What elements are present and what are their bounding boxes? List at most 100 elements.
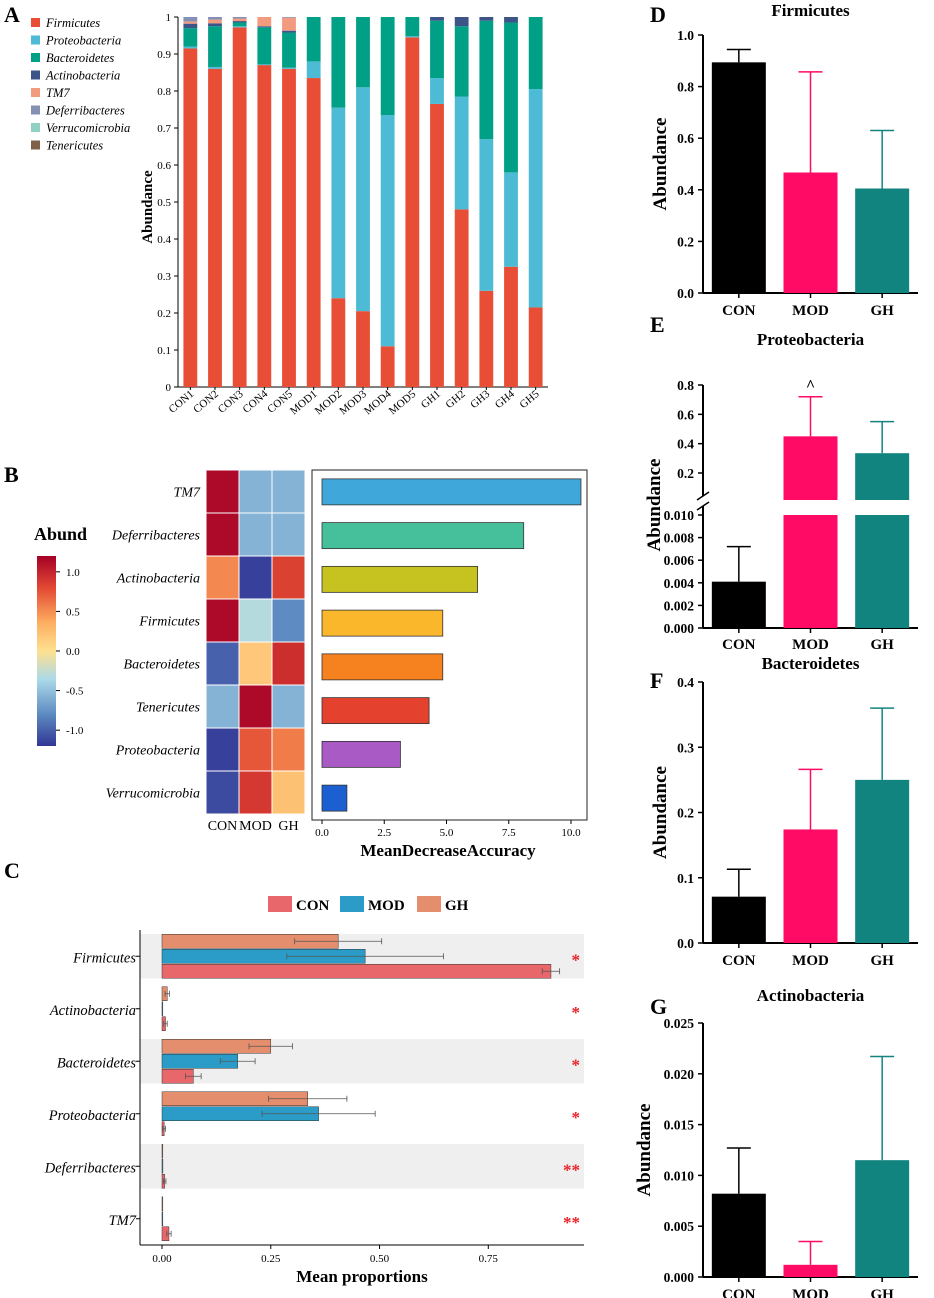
a-bar-bacteroidetes: [208, 26, 222, 67]
bar-con: [711, 581, 766, 628]
a-bar-firmicutes: [232, 27, 247, 388]
b-heat-cell: [238, 555, 273, 600]
c-row-label: Proteobacteria: [48, 1108, 136, 1124]
c-significance: *: [572, 1003, 581, 1022]
a-bar-bacteroidetes: [380, 17, 395, 116]
c-legend-swatch-con: [268, 896, 292, 912]
a-bar-proteobacteria: [528, 89, 543, 308]
a-legend-swatch-tenericutes: [31, 140, 40, 150]
xtick-label: GH: [870, 303, 894, 319]
b-imp-bar: [321, 609, 444, 637]
bar-mod-lower: [783, 515, 838, 628]
ylabel: Abundance: [634, 1104, 655, 1197]
a-bar-bacteroidetes: [257, 27, 272, 65]
a-bar-firmicutes: [208, 68, 222, 388]
a-bar-deferribacteres: [282, 17, 296, 18]
a-xtick-label: MOD4: [362, 388, 394, 418]
a-legend-swatch-bacteroidetes: [31, 53, 40, 62]
b-heat-cell: [205, 684, 240, 729]
ylabel: Abundance: [644, 459, 665, 552]
panel-f-bacteroidetes-bar: Bacteroidetes Abundance 0.0 0.1 0.2 0.3 0.4 CON…: [650, 654, 918, 969]
a-bar-actinobacteria: [257, 26, 272, 28]
a-xtick-label: GH4: [493, 388, 517, 411]
ytick-label: 0.010: [664, 1168, 695, 1183]
a-bar-firmicutes: [331, 298, 346, 387]
a-bar-firmicutes: [454, 209, 469, 387]
panel-letter-f: F: [650, 668, 663, 693]
b-imp-bar: [321, 478, 582, 506]
a-bar-tm7: [257, 17, 272, 27]
c-bar-con: [161, 964, 552, 979]
ytick-label: 0.3: [677, 740, 694, 755]
b-heat-cell: [205, 469, 240, 514]
a-xtick-label: MOD5: [387, 388, 419, 418]
a-bar-bacteroidetes: [306, 17, 321, 62]
xtick-label: MOD: [792, 1287, 829, 1298]
a-xtick-label: GH1: [419, 388, 443, 411]
ytick-label: 0.008: [664, 531, 695, 546]
b-heat-cell: [238, 770, 273, 815]
a-xtick-label: MOD1: [288, 388, 320, 417]
b-imp-bar: [321, 740, 401, 768]
b-heat-cell: [271, 770, 306, 815]
bar-con: [711, 896, 766, 943]
a-bar-tm7: [183, 21, 198, 24]
c-row-label: Deferribacteres: [44, 1160, 137, 1176]
a-xtick-label: MOD2: [313, 388, 345, 417]
b-heat-cell: [205, 641, 240, 686]
c-significance: *: [572, 950, 581, 969]
panel-b-heatmap-and-importance: TM7 Deferribacteres Actinobacteria Firmicut…: [37, 469, 588, 839]
panel-g-actinobacteria-bar: Actinobacteria Abundance 0.000 0.005 0.010 0.…: [634, 986, 918, 1298]
a-bar-actinobacteria: [282, 30, 296, 33]
b-imp-bar: [321, 522, 525, 550]
a-bar-firmicutes: [282, 68, 296, 388]
b-heat-cell: [238, 469, 273, 514]
a-ytick-label: 0.7: [157, 123, 171, 135]
c-xtick-label: 0.50: [370, 1253, 390, 1265]
b-row-label: Actinobacteria: [116, 572, 200, 587]
a-bar-bacteroidetes: [232, 22, 247, 27]
panel-letter-b: B: [4, 462, 19, 487]
a-bar-proteobacteria: [479, 139, 494, 291]
b-imp-bar: [321, 784, 348, 812]
b-row-label: TM7: [174, 486, 201, 501]
c-significance: *: [572, 1055, 581, 1074]
a-xtick-label: CON3: [216, 388, 246, 416]
ytick-label: 0.0: [677, 286, 694, 301]
a-bar-proteobacteria: [430, 78, 444, 104]
b-imp-tick-label: 0.0: [315, 827, 329, 839]
b-heat-cell: [238, 684, 273, 729]
annotation-caret: ^: [806, 378, 815, 395]
c-xtick-label: 0.25: [261, 1253, 281, 1265]
a-bar-actinobacteria: [454, 17, 469, 27]
ytick-label: 0.4: [677, 183, 694, 198]
b-heat-cell: [238, 512, 273, 557]
a-bar-proteobacteria: [356, 87, 370, 312]
ytick-label: 0.2: [677, 806, 694, 821]
panel-letter-e: E: [650, 312, 665, 337]
ytick-label: 0.000: [664, 621, 695, 636]
c-xtick-label: 0.00: [152, 1253, 172, 1265]
a-ytick-label: 0.4: [157, 234, 171, 246]
a-ytick-label: 0.2: [157, 308, 171, 320]
b-heat-cell: [205, 555, 240, 600]
ylabel: Abundance: [650, 766, 671, 859]
a-bar-proteobacteria: [380, 115, 395, 347]
b-heat-cell: [238, 727, 273, 772]
a-legend-label: Verrucomicrobia: [46, 121, 130, 135]
panel-letter-c: C: [4, 858, 20, 883]
xtick-label: GH: [870, 1287, 894, 1298]
xtick-label: CON: [722, 1287, 756, 1298]
b-imp-tick-label: 10.0: [561, 827, 581, 839]
ytick-label: 0.004: [664, 576, 695, 591]
a-legend-swatch-proteobacteria: [31, 35, 40, 45]
c-row-label: Bacteroidetes: [57, 1055, 137, 1071]
xtick-label: CON: [722, 303, 756, 319]
bar-con: [711, 1193, 766, 1277]
ytick-label: 0.8: [677, 378, 694, 393]
a-ytick-label: 0.3: [157, 271, 171, 283]
b-heat-cell: [271, 469, 306, 514]
a-bar-firmicutes: [356, 311, 370, 387]
a-bar-proteobacteria: [405, 36, 420, 38]
bar-con: [711, 62, 766, 294]
